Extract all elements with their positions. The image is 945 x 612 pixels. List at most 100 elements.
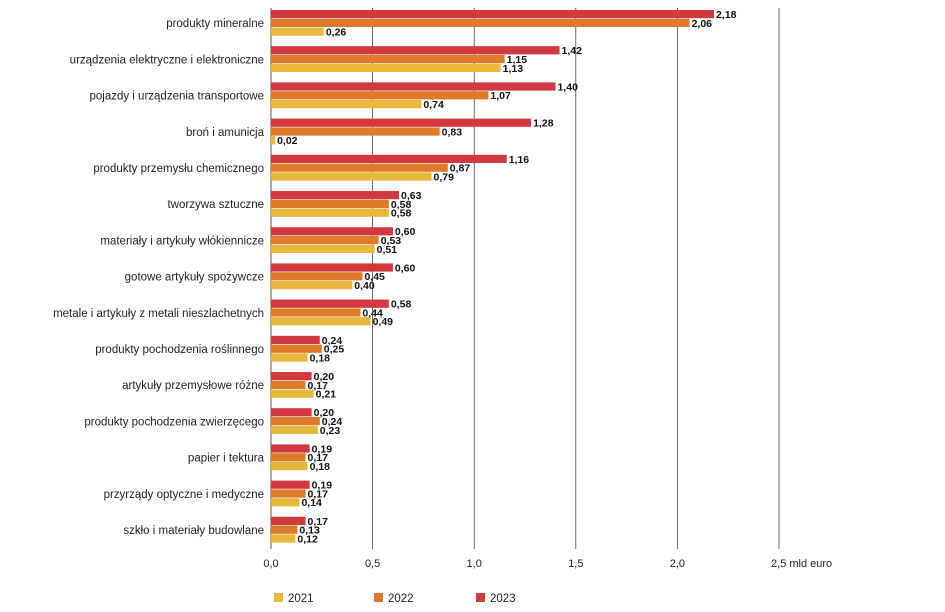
value-label: 0,40 (354, 280, 375, 292)
bar-2021 (271, 208, 389, 217)
bar-2021 (271, 172, 432, 181)
value-label: 0,02 (277, 135, 298, 147)
legend-swatch (476, 593, 485, 602)
bar-2021 (271, 100, 422, 109)
bar-2021 (271, 27, 324, 36)
value-label: 1,13 (503, 63, 524, 75)
value-label: 0,14 (301, 497, 322, 509)
value-label: 0,17 (308, 452, 329, 464)
bar-2021 (271, 281, 353, 290)
value-label: 1,07 (490, 90, 511, 102)
bar-2022 (271, 127, 440, 136)
category-label: gotowe artykuły spożywcze (125, 272, 264, 284)
bar-2022 (271, 199, 389, 208)
category-label: artykuły przemysłowe różne (122, 380, 264, 392)
bar-2022 (271, 236, 379, 245)
bar-2023 (271, 82, 556, 91)
value-label: 0,83 (442, 126, 463, 138)
value-label: 0,58 (391, 208, 412, 220)
bars (271, 10, 714, 543)
value-label: 1,16 (509, 154, 530, 166)
value-label: 0,44 (362, 307, 383, 319)
bar-2023 (271, 444, 310, 453)
value-labels: 2,182,06 0,26 1,42 1,151,13 1,40 1,07 0,74 1,28… (277, 9, 737, 545)
category-label: produkty mineralne (166, 18, 264, 30)
bar-2022 (271, 489, 306, 498)
legend: 2021 2022 2023 (274, 593, 516, 605)
value-label: 2,06 (692, 18, 713, 30)
bar-2023 (271, 516, 306, 525)
value-label: 0,19 (312, 443, 333, 455)
bar-2022 (271, 380, 306, 389)
category-label: urządzenia elektryczne i elektroniczne (70, 54, 264, 66)
value-label: 0,87 (450, 163, 471, 175)
value-label: 0,19 (312, 480, 333, 492)
x-tick-label: 0,5 (365, 558, 380, 570)
value-label: 0,58 (391, 199, 412, 211)
x-tick-label: 2,0 (670, 558, 685, 570)
value-label: 0,74 (423, 99, 444, 111)
bar-2023 (271, 10, 714, 19)
value-label: 0,25 (324, 344, 345, 356)
value-label: 0,26 (326, 27, 347, 39)
category-labels: produkty mineralne urządzenia elektryczne… (53, 18, 265, 537)
value-label: 0,24 (322, 335, 343, 347)
bar-2023 (271, 408, 312, 417)
value-label: 0,24 (322, 416, 343, 428)
value-label: 1,42 (562, 45, 583, 57)
bar-2023 (271, 46, 560, 55)
bar-2021 (271, 389, 314, 398)
value-label: 0,51 (377, 244, 398, 256)
x-tick-label: 0,0 (263, 558, 278, 570)
value-label: 0,18 (310, 461, 331, 473)
value-label: 0,60 (395, 262, 416, 274)
value-label: 0,17 (308, 488, 329, 500)
bar-2023 (271, 227, 393, 236)
x-tick-label: 1,0 (467, 558, 482, 570)
bar-2023 (271, 118, 532, 127)
bar-2022 (271, 417, 320, 426)
bar-2022 (271, 18, 690, 27)
bar-2023 (271, 263, 393, 272)
category-label: metale i artykuły z metali nieszlachetny… (53, 308, 264, 320)
value-label: 1,15 (507, 54, 528, 66)
value-label: 0,60 (395, 226, 416, 238)
value-label: 1,40 (557, 81, 578, 93)
bar-2023 (271, 480, 310, 489)
value-label: 0,20 (314, 371, 335, 383)
bar-2022 (271, 308, 361, 317)
bar-2021 (271, 353, 308, 362)
value-label: 0,13 (299, 525, 320, 537)
legend-label: 2021 (288, 593, 314, 605)
bar-2023 (271, 154, 507, 163)
value-label: 0,53 (381, 235, 402, 247)
category-label: pojazdy i urządzenia transportowe (89, 91, 264, 103)
bar-2021 (271, 498, 300, 507)
bar-2023 (271, 372, 312, 381)
bar-2023 (271, 335, 320, 344)
legend-label: 2023 (490, 593, 516, 605)
category-label: produkty pochodzenia roślinnego (95, 344, 264, 356)
bar-2021 (271, 462, 308, 471)
value-label: 0,63 (401, 190, 422, 202)
x-axis-ticks: 0,0 0,5 1,0 1,5 2,0 2,5 mld euro (263, 558, 832, 570)
value-label: 0,17 (308, 516, 329, 528)
legend-swatch (274, 593, 283, 602)
bar-2021 (271, 534, 296, 543)
bar-2022 (271, 453, 306, 462)
category-label: przyrządy optyczne i medyczne (104, 489, 264, 501)
value-label: 0,79 (434, 171, 455, 183)
bar-2022 (271, 55, 505, 64)
bar-2021 (271, 317, 371, 326)
category-label: papier i tektura (188, 453, 265, 465)
category-label: szkło i materiały budowlane (123, 525, 264, 537)
value-label: 2,18 (716, 9, 737, 21)
value-label: 0,45 (364, 271, 385, 283)
bar-2021 (271, 63, 501, 72)
value-label: 0,17 (308, 380, 329, 392)
x-tick-label: 2,5 mld euro (771, 558, 832, 570)
bar-2023 (271, 299, 389, 308)
bar-2022 (271, 525, 298, 534)
legend-label: 2022 (388, 593, 414, 605)
